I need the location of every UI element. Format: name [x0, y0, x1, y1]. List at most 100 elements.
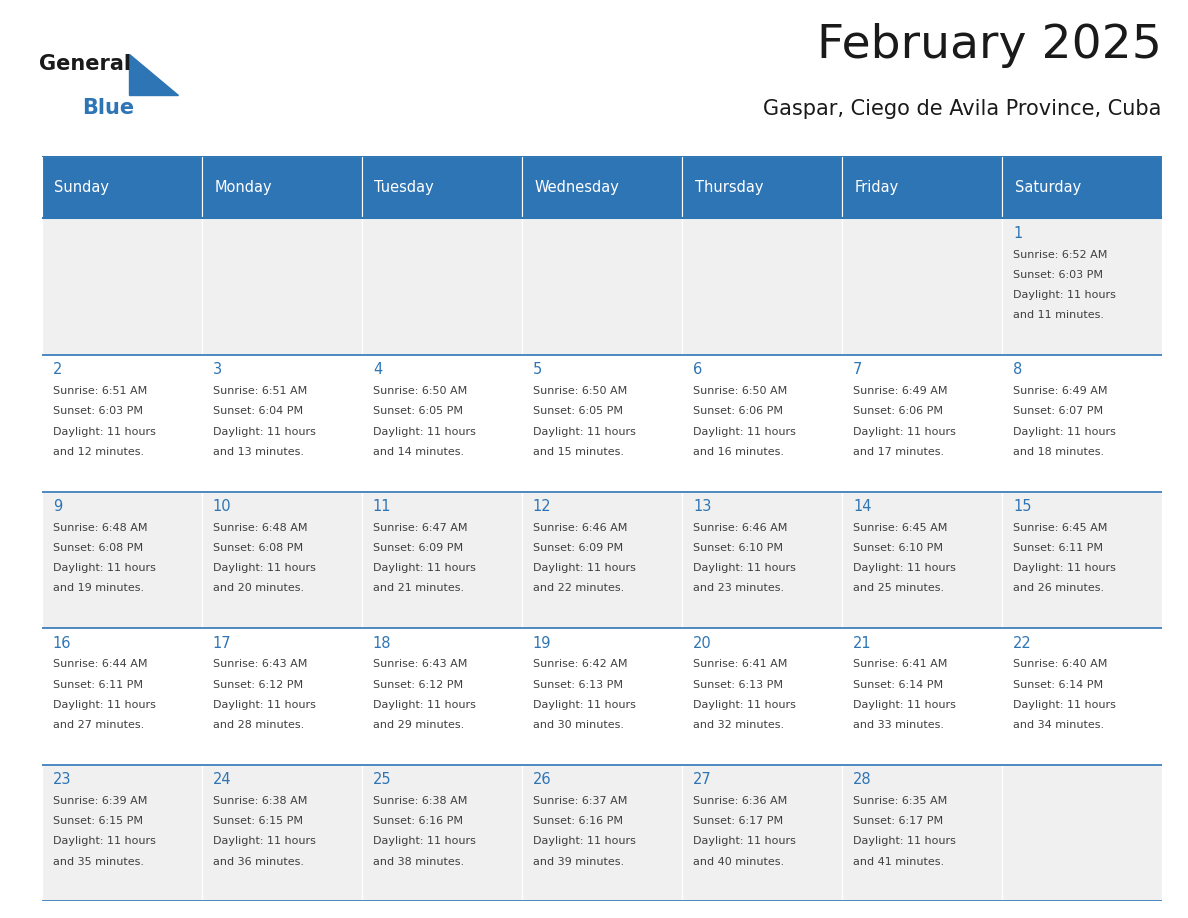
Text: and 27 minutes.: and 27 minutes. [52, 720, 144, 730]
Text: Saturday: Saturday [1015, 180, 1081, 195]
Text: Daylight: 11 hours: Daylight: 11 hours [533, 427, 636, 437]
Bar [522, 492, 682, 628]
Text: and 39 minutes.: and 39 minutes. [533, 856, 624, 867]
Text: and 18 minutes.: and 18 minutes. [1013, 447, 1104, 457]
Text: Sunrise: 6:36 AM: Sunrise: 6:36 AM [693, 796, 788, 806]
Text: Daylight: 11 hours: Daylight: 11 hours [1013, 564, 1116, 573]
Text: Daylight: 11 hours: Daylight: 11 hours [52, 427, 156, 437]
Text: Sunset: 6:03 PM: Sunset: 6:03 PM [52, 407, 143, 417]
Bar [42, 218, 202, 355]
Text: Sunset: 6:13 PM: Sunset: 6:13 PM [533, 679, 623, 689]
Text: 20: 20 [693, 635, 712, 651]
Text: Daylight: 11 hours: Daylight: 11 hours [213, 836, 316, 846]
Text: Sunrise: 6:44 AM: Sunrise: 6:44 AM [52, 659, 147, 669]
Text: Sunrise: 6:40 AM: Sunrise: 6:40 AM [1013, 659, 1107, 669]
Polygon shape [129, 54, 178, 95]
Text: Sunset: 6:06 PM: Sunset: 6:06 PM [693, 407, 783, 417]
Text: and 28 minutes.: and 28 minutes. [213, 720, 304, 730]
Text: and 22 minutes.: and 22 minutes. [533, 584, 624, 593]
Text: Sunrise: 6:46 AM: Sunrise: 6:46 AM [693, 523, 788, 532]
Text: Daylight: 11 hours: Daylight: 11 hours [1013, 427, 1116, 437]
Text: and 35 minutes.: and 35 minutes. [52, 856, 144, 867]
Bar [361, 492, 522, 628]
Text: Blue: Blue [82, 98, 134, 118]
Text: Daylight: 11 hours: Daylight: 11 hours [853, 427, 956, 437]
Text: and 17 minutes.: and 17 minutes. [853, 447, 944, 457]
Text: and 25 minutes.: and 25 minutes. [853, 584, 944, 593]
Text: Wednesday: Wednesday [535, 180, 619, 195]
Text: Sunset: 6:14 PM: Sunset: 6:14 PM [1013, 679, 1104, 689]
Text: 12: 12 [533, 499, 551, 514]
Text: 17: 17 [213, 635, 232, 651]
Text: 15: 15 [1013, 499, 1031, 514]
Text: Sunset: 6:16 PM: Sunset: 6:16 PM [533, 816, 623, 826]
Text: Sunrise: 6:51 AM: Sunrise: 6:51 AM [213, 386, 307, 397]
Bar [202, 492, 361, 628]
Text: Daylight: 11 hours: Daylight: 11 hours [1013, 700, 1116, 710]
Text: and 29 minutes.: and 29 minutes. [373, 720, 465, 730]
Bar [42, 355, 202, 492]
Text: Sunset: 6:06 PM: Sunset: 6:06 PM [853, 407, 943, 417]
Text: Sunset: 6:14 PM: Sunset: 6:14 PM [853, 679, 943, 689]
Text: 2: 2 [52, 363, 62, 377]
Text: Sunset: 6:16 PM: Sunset: 6:16 PM [373, 816, 463, 826]
Text: and 20 minutes.: and 20 minutes. [213, 584, 304, 593]
Text: 27: 27 [693, 772, 712, 788]
Text: Thursday: Thursday [695, 180, 763, 195]
Text: Sunrise: 6:41 AM: Sunrise: 6:41 AM [853, 659, 947, 669]
Text: Sunset: 6:04 PM: Sunset: 6:04 PM [213, 407, 303, 417]
Text: Sunset: 6:10 PM: Sunset: 6:10 PM [853, 543, 943, 553]
Text: Sunset: 6:03 PM: Sunset: 6:03 PM [1013, 270, 1102, 280]
Bar [202, 218, 361, 355]
Bar [682, 355, 842, 492]
Text: Sunset: 6:05 PM: Sunset: 6:05 PM [533, 407, 623, 417]
Text: and 33 minutes.: and 33 minutes. [853, 720, 944, 730]
Text: Sunrise: 6:49 AM: Sunrise: 6:49 AM [1013, 386, 1107, 397]
Text: 24: 24 [213, 772, 232, 788]
Text: 4: 4 [373, 363, 383, 377]
Bar [842, 156, 1001, 218]
Bar [202, 355, 361, 492]
Bar [361, 156, 522, 218]
Text: February 2025: February 2025 [817, 23, 1162, 68]
Text: Sunset: 6:08 PM: Sunset: 6:08 PM [52, 543, 143, 553]
Text: 13: 13 [693, 499, 712, 514]
Text: and 16 minutes.: and 16 minutes. [693, 447, 784, 457]
Text: 5: 5 [533, 363, 542, 377]
Text: Tuesday: Tuesday [374, 180, 435, 195]
Text: 3: 3 [213, 363, 222, 377]
Bar [842, 492, 1001, 628]
Text: 6: 6 [693, 363, 702, 377]
Bar [522, 218, 682, 355]
Text: and 12 minutes.: and 12 minutes. [52, 447, 144, 457]
Text: Sunset: 6:09 PM: Sunset: 6:09 PM [373, 543, 463, 553]
Text: 7: 7 [853, 363, 862, 377]
Text: 28: 28 [853, 772, 872, 788]
Bar [361, 628, 522, 765]
Text: Daylight: 11 hours: Daylight: 11 hours [373, 427, 475, 437]
Text: 25: 25 [373, 772, 392, 788]
Text: Sunset: 6:17 PM: Sunset: 6:17 PM [853, 816, 943, 826]
Text: Sunset: 6:12 PM: Sunset: 6:12 PM [213, 679, 303, 689]
Text: Sunrise: 6:38 AM: Sunrise: 6:38 AM [213, 796, 308, 806]
Text: Sunrise: 6:46 AM: Sunrise: 6:46 AM [533, 523, 627, 532]
Text: 22: 22 [1013, 635, 1031, 651]
Text: Friday: Friday [854, 180, 899, 195]
Text: Sunrise: 6:43 AM: Sunrise: 6:43 AM [213, 659, 308, 669]
Text: and 41 minutes.: and 41 minutes. [853, 856, 944, 867]
Text: Daylight: 11 hours: Daylight: 11 hours [693, 564, 796, 573]
Text: Sunset: 6:10 PM: Sunset: 6:10 PM [693, 543, 783, 553]
Text: Daylight: 11 hours: Daylight: 11 hours [693, 836, 796, 846]
Text: Sunrise: 6:42 AM: Sunrise: 6:42 AM [533, 659, 627, 669]
Text: Daylight: 11 hours: Daylight: 11 hours [213, 564, 316, 573]
Text: Sunset: 6:08 PM: Sunset: 6:08 PM [213, 543, 303, 553]
Text: Daylight: 11 hours: Daylight: 11 hours [853, 700, 956, 710]
Text: and 36 minutes.: and 36 minutes. [213, 856, 304, 867]
Text: and 26 minutes.: and 26 minutes. [1013, 584, 1104, 593]
Text: 8: 8 [1013, 363, 1023, 377]
Text: Sunrise: 6:47 AM: Sunrise: 6:47 AM [373, 523, 467, 532]
Bar [202, 765, 361, 901]
Bar [202, 156, 361, 218]
Text: Sunset: 6:12 PM: Sunset: 6:12 PM [373, 679, 463, 689]
Text: Sunrise: 6:41 AM: Sunrise: 6:41 AM [693, 659, 788, 669]
